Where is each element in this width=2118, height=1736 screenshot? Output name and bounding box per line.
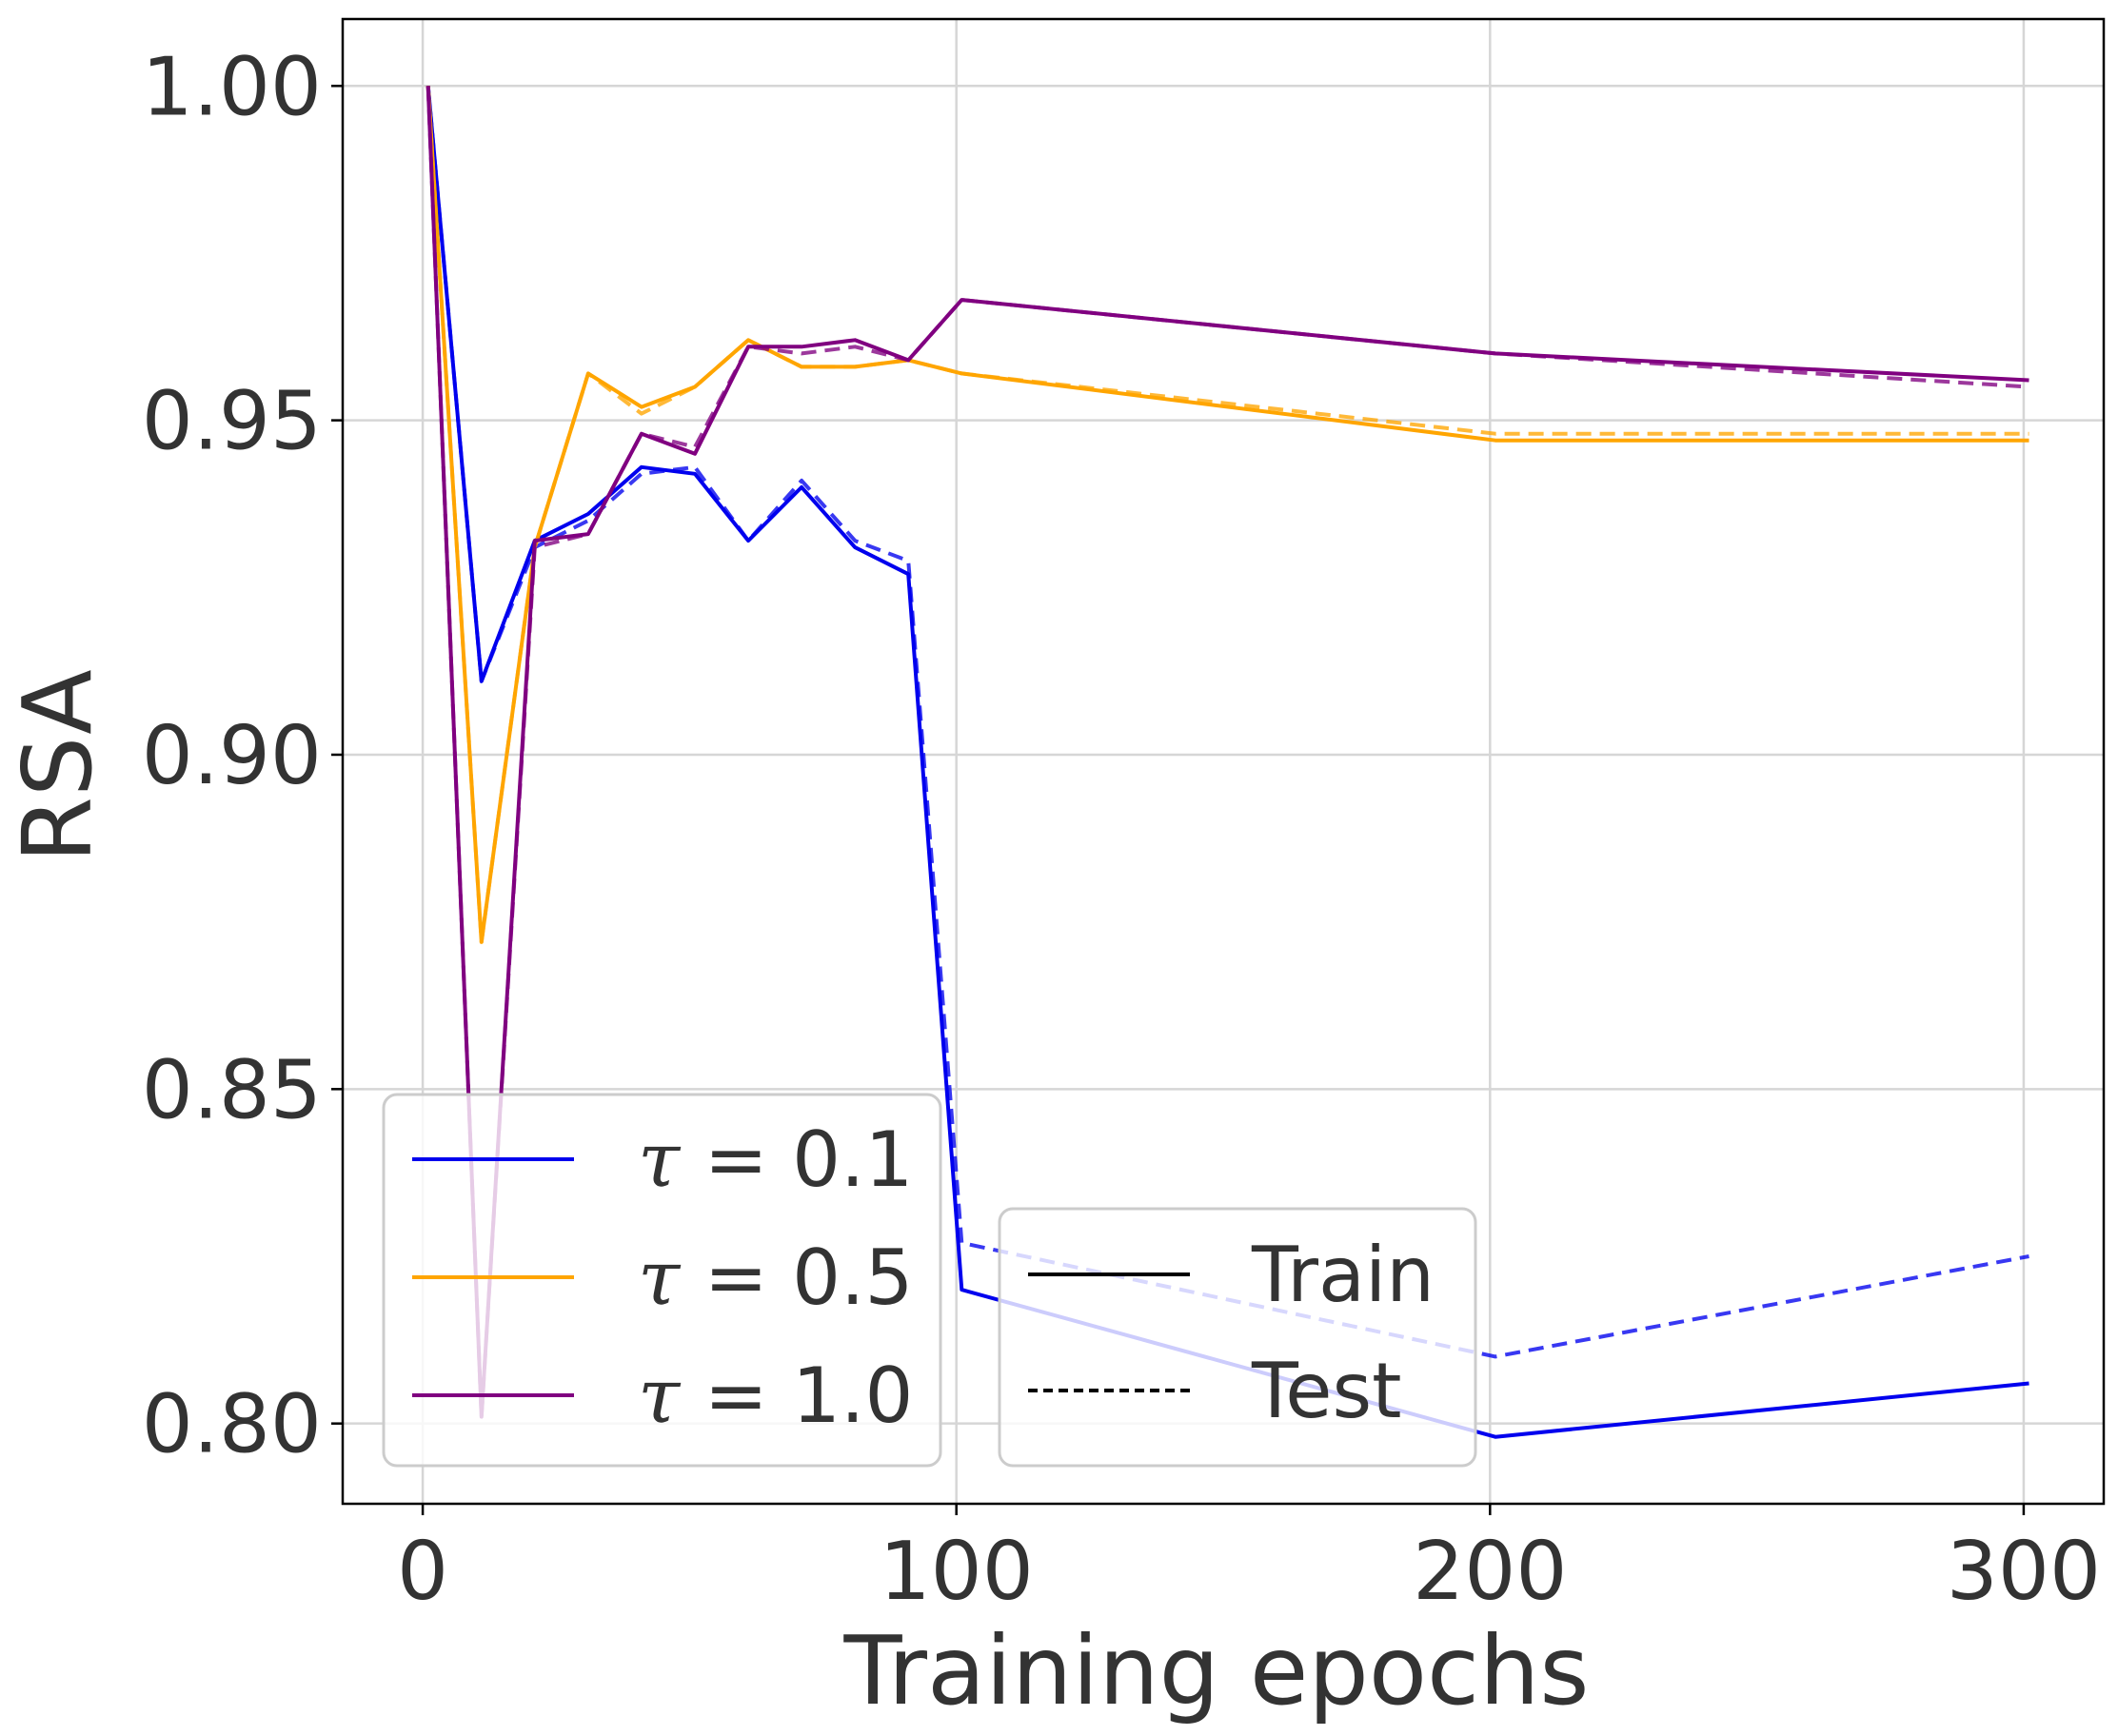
- series-line-tau-1-0-test: [426, 86, 2029, 1419]
- y-tick-label: 1.00: [142, 40, 322, 134]
- legend-tau-box: [382, 1093, 942, 1468]
- legend-tau: τ = 0.1 τ = 0.5 τ = 1.0: [382, 1093, 942, 1468]
- series-line-tau-0-5-train: [426, 86, 2029, 944]
- y-axis-title: RSA: [2, 669, 113, 862]
- x-axis-ticks: 0 100 200 300: [397, 1504, 2101, 1619]
- y-tick-label: 0.85: [142, 1043, 322, 1137]
- legend-label: Test: [1251, 1347, 1402, 1435]
- y-tick-label: 0.90: [142, 709, 322, 803]
- legend-label: τ = 0.1: [638, 1115, 913, 1204]
- legend-label: τ = 1.0: [638, 1351, 913, 1440]
- x-tick-label: 200: [1413, 1525, 1567, 1619]
- legend-label: τ = 0.5: [638, 1233, 913, 1322]
- series-lines: [426, 86, 2029, 1439]
- x-tick-label: 300: [1947, 1525, 2101, 1619]
- x-tick-label: 100: [880, 1525, 1034, 1619]
- x-axis-title: Training epochs: [842, 1615, 1589, 1726]
- series-line-tau-0-5-test: [426, 86, 2029, 944]
- x-tick-label: 0: [397, 1525, 448, 1619]
- y-tick-label: 0.80: [142, 1378, 322, 1472]
- y-axis-ticks: 0.80 0.85 0.90 0.95 1.00: [142, 40, 343, 1472]
- legend-label: Train: [1251, 1231, 1435, 1319]
- plot-frame: [341, 17, 2106, 1506]
- y-tick-label: 0.95: [142, 375, 322, 469]
- series-line-tau-1-0-train: [426, 86, 2029, 1419]
- legend-split: Train Test: [998, 1207, 1477, 1468]
